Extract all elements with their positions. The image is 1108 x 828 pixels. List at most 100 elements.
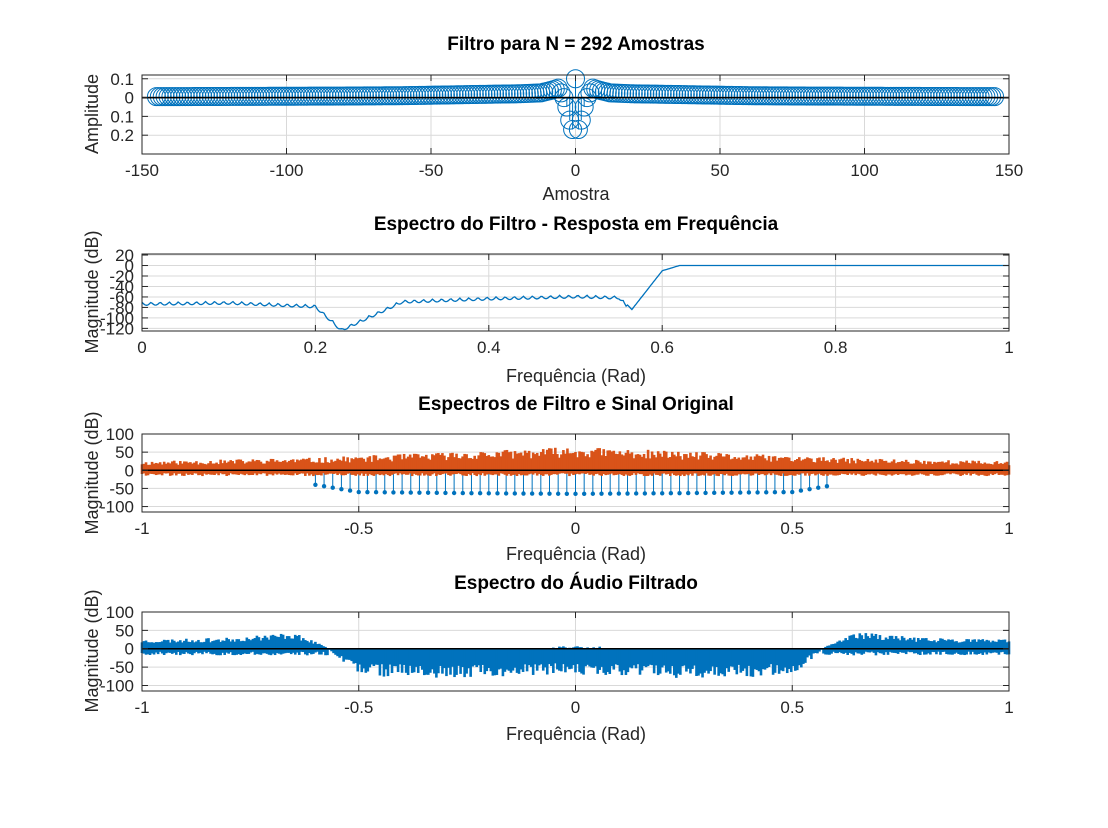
filter-marker	[798, 488, 804, 493]
filter-marker	[321, 484, 327, 489]
filter-marker	[712, 490, 717, 496]
filter-marker	[330, 485, 335, 490]
subplot-1-xlabel: Amostra	[542, 184, 610, 204]
subplot-3-title: Espectros de Filtro e Sinal Original	[418, 394, 734, 415]
filter-marker	[746, 490, 752, 495]
filter-marker	[356, 489, 361, 495]
y-tick-label: 0	[125, 640, 134, 659]
stem-marker	[566, 69, 585, 89]
filter-marker	[495, 491, 500, 496]
filter-marker	[625, 491, 630, 496]
x-tick-label: -0.5	[344, 519, 373, 538]
filter-marker	[486, 491, 491, 496]
filter-marker	[686, 490, 691, 496]
y-tick-label: -100	[100, 309, 134, 328]
stem-marker	[571, 110, 591, 130]
filter-marker	[373, 490, 379, 495]
filter-marker	[781, 489, 786, 495]
filter-marker	[443, 490, 448, 496]
filter-marker	[668, 491, 674, 496]
y-tick-label: -100	[100, 676, 134, 695]
y-tick-label: 0	[125, 257, 134, 276]
subplot-1-title: Filtro para N = 292 Amostras	[447, 34, 704, 55]
y-tick-label: 100	[106, 425, 134, 444]
filter-marker	[703, 490, 708, 496]
filter-marker	[408, 490, 413, 495]
filter-marker	[434, 490, 439, 496]
y-tick-label: -100	[100, 498, 134, 517]
x-tick-label: -0.5	[344, 698, 373, 717]
y-tick-label: -20	[109, 267, 134, 286]
subplot-3-ylabel: Magnitude (dB)	[82, 411, 102, 534]
filter-marker	[547, 491, 552, 496]
x-tick-label: 0.4	[477, 338, 501, 357]
x-tick-label: 0.5	[780, 519, 804, 538]
y-tick-label: 100	[106, 603, 134, 622]
y-tick-label: 50	[115, 443, 134, 462]
filter-marker	[417, 490, 422, 495]
y-tick-label: -120	[100, 319, 134, 338]
subplot-1-yticks: 0.100.10.2	[110, 70, 1009, 145]
y-tick-label: 0	[125, 461, 134, 480]
x-tick-label: -1	[134, 698, 149, 717]
filter-marker	[642, 491, 648, 496]
filter-marker	[660, 491, 665, 496]
x-tick-label: -50	[419, 161, 444, 180]
filter-marker	[382, 490, 387, 495]
filter-marker	[738, 490, 743, 495]
filter-marker	[347, 488, 353, 493]
filter-marker	[729, 490, 734, 495]
subplot-4-data	[140, 633, 1011, 678]
filter-marker	[807, 486, 812, 492]
x-tick-label: 0	[137, 338, 146, 357]
x-tick-label: 100	[850, 161, 878, 180]
subplot-2-xticks: 0 0.2 0.4 0.6 0.8 1	[137, 254, 1014, 357]
series-line	[141, 264, 1009, 331]
y-tick-label: 50	[115, 621, 134, 640]
subplot-4-title: Espectro do Áudio Filtrado	[454, 572, 698, 594]
filter-marker	[677, 490, 682, 496]
subplot-4-xlabel: Frequência (Rad)	[506, 724, 646, 744]
filter-marker	[425, 490, 431, 495]
filter-marker	[573, 491, 578, 497]
y-tick-label: 0	[125, 89, 134, 108]
subplot-4-xticks: -1 -0.5 0 0.5 1	[134, 612, 1014, 717]
stem-marker	[568, 120, 588, 140]
y-tick-label: 0.2	[110, 126, 134, 145]
filter-marker	[521, 491, 526, 496]
filter-marker	[555, 491, 561, 496]
filter-marker	[590, 491, 596, 496]
y-tick-label: -80	[109, 298, 134, 317]
x-tick-label: 1	[1004, 519, 1013, 538]
stem-marker	[551, 83, 571, 103]
x-tick-label: 0	[571, 698, 580, 717]
subplot-3-data	[140, 447, 1011, 497]
subplot-1-xticks: -150 -100 -50 0 50 100 150	[125, 75, 1023, 180]
x-tick-label: -100	[269, 161, 303, 180]
subplot-2-yticks: 200-20-40-60-80-100-120	[100, 246, 1009, 338]
x-tick-label: 0.5	[780, 698, 804, 717]
subplot-2: 0 0.2 0.4 0.6 0.8 1 200-20-40-60-80-100-120 E…	[82, 214, 1014, 386]
filter-marker	[607, 491, 613, 496]
x-tick-label: 1	[1004, 338, 1013, 357]
filter-marker	[633, 491, 639, 496]
x-tick-label: 50	[711, 161, 730, 180]
subplot-1: -150 -100 -50 0 50 100 150 0.100.10.2 Filtro p…	[82, 34, 1023, 204]
y-tick-label: -60	[109, 288, 134, 307]
filter-marker	[451, 490, 457, 496]
filter-marker	[816, 485, 821, 490]
filter-marker	[469, 490, 474, 496]
x-tick-label: 0	[571, 519, 580, 538]
filter-marker	[599, 491, 604, 496]
x-tick-label: 150	[995, 161, 1023, 180]
y-tick-label: -50	[109, 479, 134, 498]
y-tick-label: -50	[109, 658, 134, 677]
x-tick-label: -150	[125, 161, 159, 180]
filter-marker	[460, 490, 465, 496]
filter-marker	[581, 491, 587, 497]
subplot-2-data	[141, 264, 1009, 331]
filter-marker	[790, 489, 795, 495]
